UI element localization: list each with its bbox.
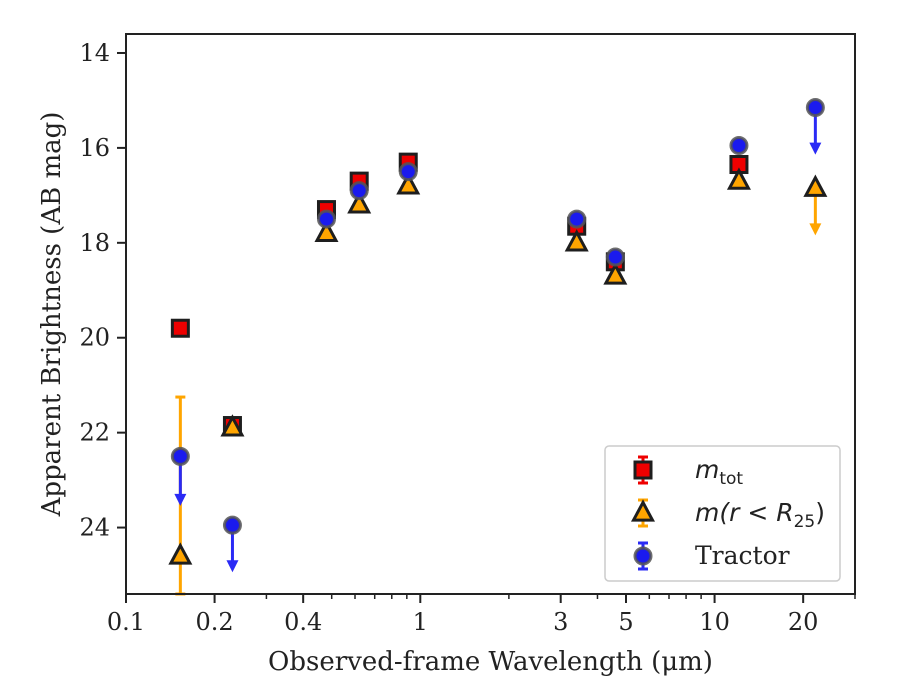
legend-marker	[630, 499, 656, 522]
series-m-r-r25-	[168, 167, 828, 596]
data-point	[729, 136, 749, 156]
legend-box	[604, 445, 841, 582]
y-tick-label: 22	[79, 419, 110, 447]
upper-limit-arrow	[174, 493, 187, 506]
legend-label: Tractor	[695, 541, 790, 570]
legend: mtot m(r < R25) Tractor	[604, 445, 841, 582]
data-point	[168, 542, 193, 565]
data-point	[396, 172, 421, 195]
data-point	[170, 318, 190, 338]
y-axis-label: Apparent Brightness (AB mag)	[37, 112, 67, 518]
x-tick-label: 10	[699, 608, 730, 636]
upper-limit-arrow	[809, 142, 822, 155]
x-tick-label: 1	[413, 608, 428, 636]
y-tick-label: 16	[79, 134, 110, 162]
legend-marker	[633, 546, 653, 566]
y-tick-label: 14	[79, 39, 110, 67]
data-point	[805, 98, 825, 118]
y-axis: 14 16 18 20 22 24	[79, 39, 126, 542]
series-tractor	[170, 98, 825, 573]
data-point	[349, 181, 369, 201]
legend-marker	[633, 460, 653, 480]
y-tick-label: 20	[79, 324, 110, 352]
x-tick-label: 0.2	[196, 608, 234, 636]
x-tick-label: 3	[553, 608, 568, 636]
data-point	[398, 162, 418, 182]
x-axis-label: Observed-frame Wavelength (μm)	[268, 647, 713, 677]
data-point	[603, 262, 628, 285]
data-point	[347, 191, 372, 214]
data-point	[567, 209, 587, 229]
upper-limit-arrow	[226, 560, 239, 573]
legend-label: m(r < R25)	[695, 498, 825, 532]
data-point	[222, 515, 242, 535]
x-tick-label: 0.4	[284, 608, 322, 636]
legend-item: m(r < R25)	[630, 498, 825, 532]
x-tick-label: 20	[788, 608, 819, 636]
data-point	[564, 229, 589, 252]
x-tick-label: 0.1	[107, 608, 145, 636]
upper-limit-arrow	[809, 223, 822, 236]
data-point	[220, 414, 245, 437]
data-point	[170, 446, 190, 466]
y-tick-label: 18	[79, 229, 110, 257]
data-point	[803, 174, 828, 197]
data-point	[316, 209, 336, 229]
plot-area	[168, 98, 828, 596]
data-point	[314, 219, 339, 242]
legend-label: mtot	[695, 455, 743, 489]
y-tick-label: 24	[79, 514, 110, 542]
legend-item: Tractor	[633, 541, 790, 571]
x-axis: 0.1 0.2 0.4 1 3 5 10 20	[107, 594, 856, 636]
legend-item: mtot	[633, 455, 743, 489]
data-point	[726, 167, 751, 190]
axes-frame	[125, 33, 856, 595]
data-point	[605, 247, 625, 267]
series-m-tot	[170, 152, 749, 436]
x-tick-label: 5	[618, 608, 633, 636]
